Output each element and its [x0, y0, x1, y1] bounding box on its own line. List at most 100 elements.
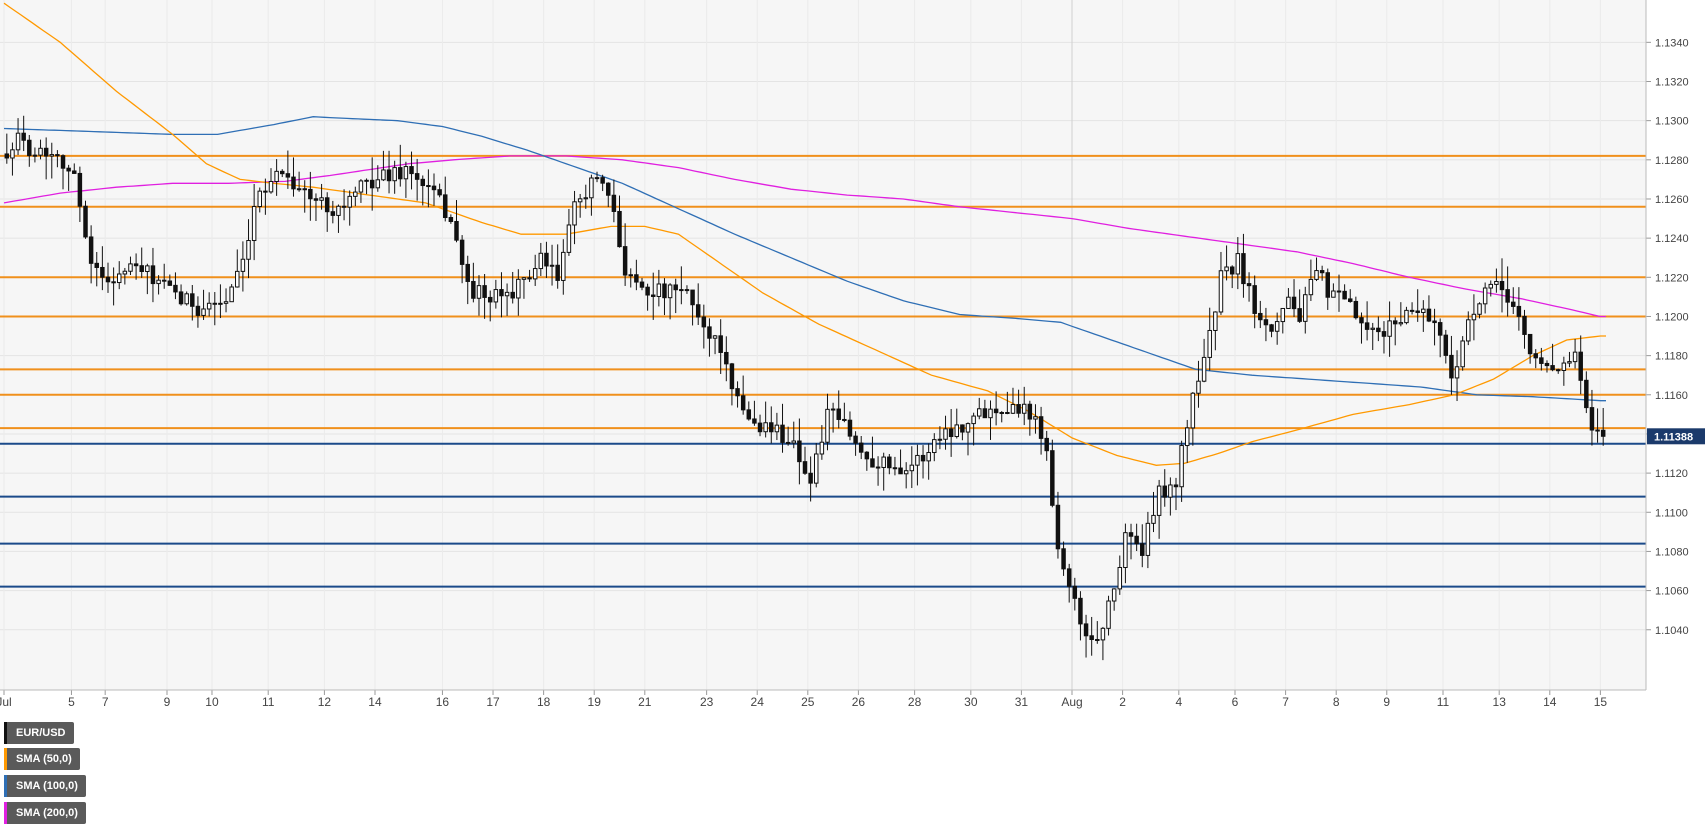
- candle-down: [1364, 322, 1370, 330]
- candle-up: [813, 453, 819, 484]
- x-tick-label: 2: [1119, 695, 1126, 709]
- x-tick-label: 8: [1333, 695, 1340, 709]
- candle-up: [1235, 253, 1241, 275]
- candle-down: [684, 289, 690, 292]
- x-tick-label: 6: [1232, 695, 1239, 709]
- candle-up: [1100, 627, 1106, 641]
- candle-up: [1207, 329, 1212, 358]
- candle-up: [1561, 362, 1567, 371]
- candle-down: [1550, 365, 1555, 371]
- candle-up: [1111, 588, 1117, 602]
- candle-up: [1280, 307, 1286, 323]
- candle-down: [1415, 310, 1420, 313]
- candle-up: [1286, 296, 1291, 309]
- candle-down: [701, 316, 707, 328]
- legend-swatch-sma200: [4, 802, 7, 824]
- candle-up: [1117, 567, 1123, 590]
- candle-down: [4, 153, 10, 159]
- candle-down: [1347, 298, 1353, 302]
- x-tick-label: 9: [1383, 695, 1390, 709]
- candle-down: [66, 167, 71, 172]
- candle-down: [1038, 416, 1044, 439]
- candle-down: [1252, 285, 1257, 314]
- candle-down: [1437, 322, 1443, 336]
- candle-down: [858, 442, 864, 453]
- candle-up: [971, 415, 976, 425]
- candle-down: [1449, 354, 1454, 379]
- candle-down: [437, 189, 442, 196]
- candle-up: [1123, 532, 1128, 569]
- candle-down: [757, 422, 763, 433]
- candle-up: [364, 179, 369, 182]
- candle-down: [499, 289, 504, 297]
- candle-down: [105, 276, 111, 283]
- legend-item-sma200[interactable]: SMA (200,0): [4, 802, 86, 824]
- x-tick-label: 10: [205, 695, 219, 709]
- candle-down: [650, 294, 656, 297]
- candle-up: [932, 439, 937, 454]
- candle-up: [1303, 294, 1308, 322]
- candle-down: [431, 185, 437, 191]
- candle-up: [1421, 308, 1426, 313]
- candle-up: [1314, 270, 1319, 280]
- x-tick-label: 24: [751, 695, 765, 709]
- candle-down: [173, 284, 178, 293]
- candle-up: [1567, 361, 1572, 364]
- candle-down: [465, 263, 470, 282]
- legend-item-sma50[interactable]: SMA (50,0): [4, 748, 80, 770]
- candle-down: [1595, 429, 1600, 432]
- candle-up: [763, 422, 768, 433]
- candle-down: [482, 285, 487, 298]
- candle-down: [1539, 357, 1544, 364]
- x-tick-label: 21: [638, 695, 652, 709]
- chart-canvas[interactable]: 1.10401.10601.10801.11001.11201.11401.11…: [0, 0, 1707, 712]
- candle-up: [965, 423, 971, 433]
- candle-up: [774, 424, 780, 433]
- x-tick-label: 31: [1015, 695, 1029, 709]
- candle-down: [735, 388, 740, 397]
- candle-down: [1499, 280, 1505, 291]
- candle-up: [532, 268, 538, 280]
- candle-up: [1494, 280, 1499, 285]
- candle-down: [1005, 411, 1010, 414]
- candle-up: [38, 147, 43, 156]
- candle-down: [1263, 319, 1269, 326]
- candle-up: [656, 283, 662, 297]
- candle-down: [1241, 253, 1246, 285]
- candle-down: [690, 289, 695, 306]
- candle-down: [1600, 429, 1606, 437]
- candle-down: [1134, 535, 1139, 545]
- candle-up: [201, 308, 206, 316]
- candle-down: [60, 155, 66, 169]
- candle-up: [1454, 366, 1460, 379]
- candle-down: [72, 170, 77, 174]
- candle-down: [752, 418, 757, 424]
- candle-down: [555, 264, 560, 281]
- candle-down: [27, 139, 32, 157]
- candle-down: [341, 205, 347, 208]
- candle-up: [1010, 404, 1016, 414]
- candle-up: [1168, 484, 1173, 498]
- y-tick-label: 1.1060: [1655, 586, 1689, 598]
- candle-down: [802, 461, 808, 474]
- candle-down: [769, 422, 774, 433]
- y-tick-label: 1.1340: [1655, 37, 1689, 49]
- candle-down: [1173, 484, 1179, 488]
- candle-down: [948, 428, 954, 438]
- candle-up: [566, 224, 572, 253]
- candle-up: [10, 149, 15, 159]
- candle-up: [246, 240, 251, 260]
- candle-up: [830, 408, 836, 411]
- candle-down: [459, 239, 465, 265]
- legend-item-eurusd[interactable]: EUR/USD: [4, 722, 74, 744]
- x-tick-label: 12: [318, 695, 332, 709]
- candle-down: [443, 194, 448, 219]
- candle-down: [1078, 597, 1083, 625]
- candle-down: [1258, 312, 1263, 321]
- legend-item-sma100[interactable]: SMA (100,0): [4, 775, 86, 797]
- candle-up: [1190, 392, 1196, 429]
- candle-up: [145, 265, 150, 273]
- candle-up: [712, 335, 718, 339]
- candle-up: [116, 273, 122, 284]
